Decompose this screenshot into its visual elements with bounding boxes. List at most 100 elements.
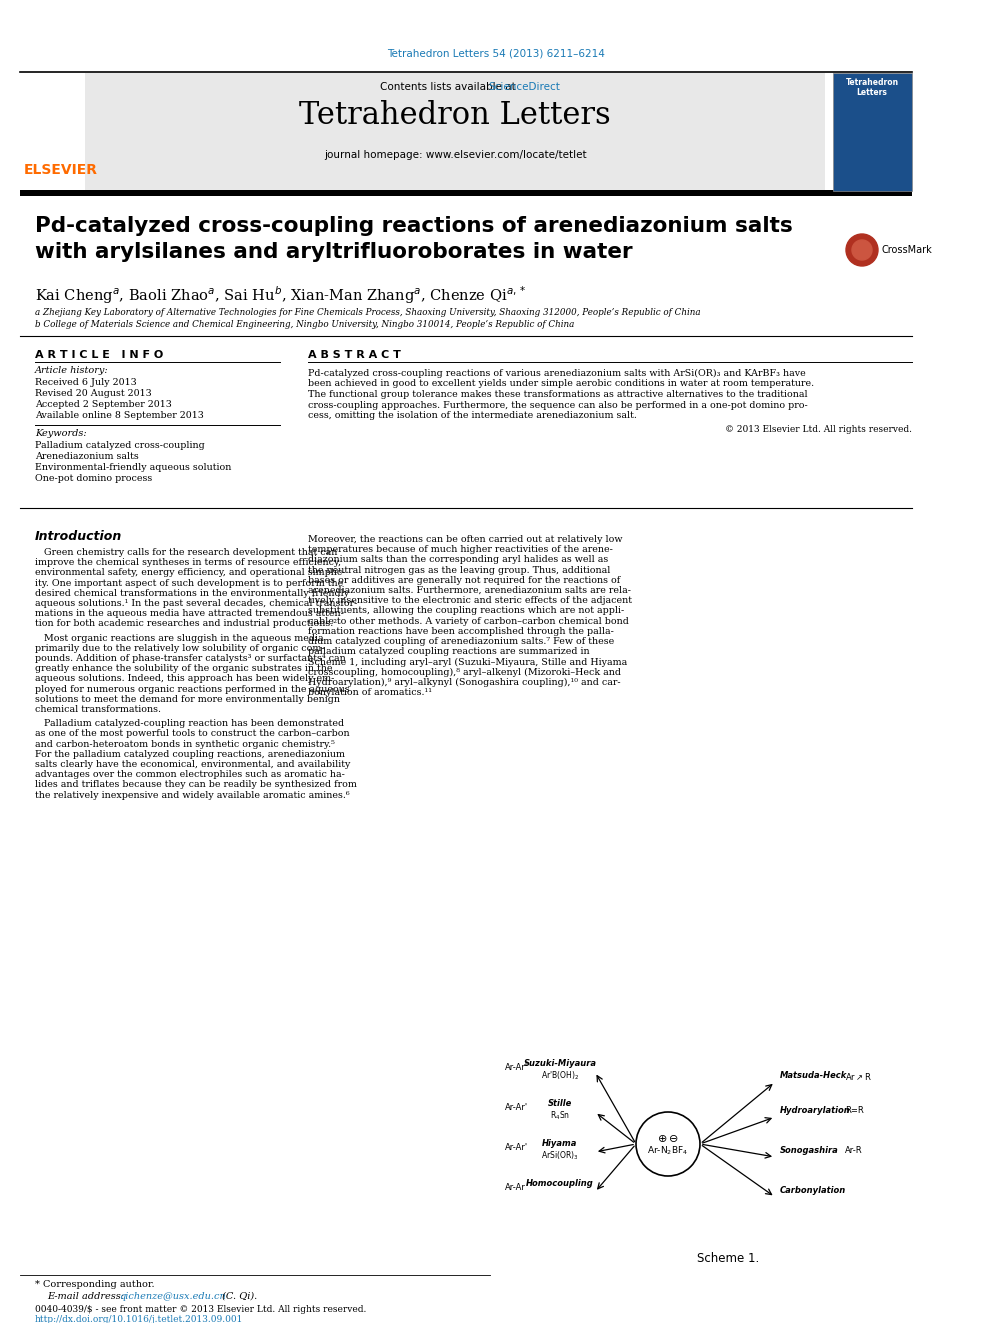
Text: diazonium salts than the corresponding aryl halides as well as: diazonium salts than the corresponding a… <box>308 556 608 565</box>
Text: (C. Qi).: (C. Qi). <box>219 1293 257 1301</box>
Text: as one of the most powerful tools to construct the carbon–carbon: as one of the most powerful tools to con… <box>35 729 349 738</box>
Text: improve the chemical syntheses in terms of resource efficiency,: improve the chemical syntheses in terms … <box>35 558 341 568</box>
Text: Ar-Ar': Ar-Ar' <box>505 1143 528 1151</box>
Circle shape <box>852 239 872 261</box>
Text: substituents, allowing the coupling reactions which are not appli-: substituents, allowing the coupling reac… <box>308 606 624 615</box>
Text: Keywords:: Keywords: <box>35 429 86 438</box>
Text: Most organic reactions are sluggish in the aqueous media: Most organic reactions are sluggish in t… <box>35 634 323 643</box>
Text: been achieved in good to excellent yields under simple aerobic conditions in wat: been achieved in good to excellent yield… <box>308 380 814 389</box>
Text: desired chemical transformations in the environmentally friendly: desired chemical transformations in the … <box>35 589 349 598</box>
Text: ity. One important aspect of such development is to perform the: ity. One important aspect of such develo… <box>35 578 343 587</box>
Text: $\oplus\ominus$: $\oplus\ominus$ <box>657 1134 679 1144</box>
Text: © 2013 Elsevier Ltd. All rights reserved.: © 2013 Elsevier Ltd. All rights reserved… <box>725 426 912 434</box>
Text: ArSi(OR)$_3$: ArSi(OR)$_3$ <box>542 1148 578 1162</box>
Text: Ar-Ar: Ar-Ar <box>505 1183 526 1192</box>
Text: A R T I C L E   I N F O: A R T I C L E I N F O <box>35 351 164 360</box>
Text: R=R: R=R <box>845 1106 864 1115</box>
Text: Ar-Ar': Ar-Ar' <box>505 1062 528 1072</box>
Text: Tetrahedron Letters 54 (2013) 6211–6214: Tetrahedron Letters 54 (2013) 6211–6214 <box>387 48 605 58</box>
Text: Matsuda-Heck: Matsuda-Heck <box>780 1072 847 1080</box>
Text: Scheme 1, including aryl–aryl (Suzuki–Miyaura, Stille and Hiyama: Scheme 1, including aryl–aryl (Suzuki–Mi… <box>308 658 627 667</box>
Text: the relatively inexpensive and widely available aromatic amines.⁶: the relatively inexpensive and widely av… <box>35 791 349 799</box>
Text: formation reactions have been accomplished through the palla-: formation reactions have been accomplish… <box>308 627 614 636</box>
Text: cable to other methods. A variety of carbon–carbon chemical bond: cable to other methods. A variety of car… <box>308 617 629 626</box>
Text: cess, omitting the isolation of the intermediate arenediazonium salt.: cess, omitting the isolation of the inte… <box>308 411 637 419</box>
Text: Pd-catalyzed cross-coupling reactions of arenediazonium salts: Pd-catalyzed cross-coupling reactions of… <box>35 216 793 235</box>
Text: a Zhejiang Key Laboratory of Alternative Technologies for Fine Chemicals Process: a Zhejiang Key Laboratory of Alternative… <box>35 308 700 318</box>
Text: and carbon-heteroatom bonds in synthetic organic chemistry.⁵: and carbon-heteroatom bonds in synthetic… <box>35 740 335 749</box>
Text: Ar$\nearrow$R: Ar$\nearrow$R <box>845 1072 872 1082</box>
Text: tively insensitive to the electronic and steric effects of the adjacent: tively insensitive to the electronic and… <box>308 597 632 605</box>
Text: greatly enhance the solubility of the organic substrates in the: greatly enhance the solubility of the or… <box>35 664 332 673</box>
Text: Ar-N$_2$BF$_4$: Ar-N$_2$BF$_4$ <box>648 1144 688 1158</box>
Text: Available online 8 September 2013: Available online 8 September 2013 <box>35 411 204 419</box>
Text: ELSEVIER: ELSEVIER <box>24 163 98 177</box>
Text: journal homepage: www.elsevier.com/locate/tetlet: journal homepage: www.elsevier.com/locat… <box>323 149 586 160</box>
Text: Hydroarylation: Hydroarylation <box>780 1106 851 1115</box>
Text: A B S T R A C T: A B S T R A C T <box>308 351 401 360</box>
Text: Moreover, the reactions can be often carried out at relatively low: Moreover, the reactions can be often car… <box>308 534 623 544</box>
Text: Ar-R: Ar-R <box>845 1146 863 1155</box>
Text: Ar'B(OH)$_2$: Ar'B(OH)$_2$ <box>541 1069 579 1081</box>
Text: Article history:: Article history: <box>35 366 109 374</box>
Text: bonylation of aromatics.¹¹: bonylation of aromatics.¹¹ <box>308 688 432 697</box>
Text: Pd-catalyzed cross-coupling reactions of various arenediazonium salts with ArSi(: Pd-catalyzed cross-coupling reactions of… <box>308 369 806 378</box>
Text: R$_4$Sn: R$_4$Sn <box>550 1109 570 1122</box>
Text: Stille: Stille <box>548 1099 572 1107</box>
Text: Hydroarylation),⁹ aryl–alkynyl (Sonogashira coupling),¹⁰ and car-: Hydroarylation),⁹ aryl–alkynyl (Sonogash… <box>308 677 621 687</box>
Text: dium catalyzed coupling of arenediazonium salts.⁷ Few of these: dium catalyzed coupling of arenediazoniu… <box>308 636 614 646</box>
Text: cross-coupling approaches. Furthermore, the sequence can also be performed in a : cross-coupling approaches. Furthermore, … <box>308 401 807 410</box>
Text: ScienceDirect: ScienceDirect <box>488 82 559 93</box>
Text: primarily due to the relatively low solubility of organic com-: primarily due to the relatively low solu… <box>35 644 324 652</box>
Text: Palladium catalyzed cross-coupling: Palladium catalyzed cross-coupling <box>35 441 204 450</box>
Circle shape <box>846 234 878 266</box>
Text: The functional group tolerance makes these transformations as attractive alterna: The functional group tolerance makes the… <box>308 390 807 400</box>
Text: Received 6 July 2013: Received 6 July 2013 <box>35 378 137 388</box>
Text: arenediazonium salts. Furthermore, arenediazonium salts are rela-: arenediazonium salts. Furthermore, arene… <box>308 586 631 595</box>
Text: aqueous solutions.¹ In the past several decades, chemical transfor-: aqueous solutions.¹ In the past several … <box>35 599 357 609</box>
Text: advantages over the common electrophiles such as aromatic ha-: advantages over the common electrophiles… <box>35 770 345 779</box>
Text: Hiyama: Hiyama <box>543 1139 577 1148</box>
Text: the neutral nitrogen gas as the leaving group. Thus, additional: the neutral nitrogen gas as the leaving … <box>308 566 610 574</box>
Text: Sonogashira: Sonogashira <box>780 1146 839 1155</box>
Text: Suzuki-Miyaura: Suzuki-Miyaura <box>524 1058 596 1068</box>
Text: Arenediazonium salts: Arenediazonium salts <box>35 452 139 460</box>
Text: CrossMark: CrossMark <box>882 245 932 255</box>
Text: aqueous solutions. Indeed, this approach has been widely em-: aqueous solutions. Indeed, this approach… <box>35 675 334 684</box>
Text: Palladium catalyzed-coupling reaction has been demonstrated: Palladium catalyzed-coupling reaction ha… <box>35 720 344 728</box>
Text: salts clearly have the economical, environmental, and availability: salts clearly have the economical, envir… <box>35 759 350 769</box>
Bar <box>85 73 825 191</box>
Text: environmental safety, energy efficiency, and operational simplic-: environmental safety, energy efficiency,… <box>35 569 345 577</box>
Text: Revised 20 August 2013: Revised 20 August 2013 <box>35 389 152 398</box>
Text: http://dx.doi.org/10.1016/j.tetlet.2013.09.001: http://dx.doi.org/10.1016/j.tetlet.2013.… <box>35 1315 243 1323</box>
Text: ployed for numerous organic reactions performed in the aqueous: ployed for numerous organic reactions pe… <box>35 684 350 693</box>
Text: Environmental-friendly aqueous solution: Environmental-friendly aqueous solution <box>35 463 231 472</box>
Text: * Corresponding author.: * Corresponding author. <box>35 1279 155 1289</box>
Text: Introduction: Introduction <box>35 531 122 542</box>
Text: pounds. Addition of phase-transfer catalysts³ or surfactants⁴ can: pounds. Addition of phase-transfer catal… <box>35 654 346 663</box>
Text: One-pot domino process: One-pot domino process <box>35 474 152 483</box>
Text: b College of Materials Science and Chemical Engineering, Ningbo University, Ning: b College of Materials Science and Chemi… <box>35 320 574 329</box>
Bar <box>833 73 912 191</box>
Text: Kai Cheng$^a$, Baoli Zhao$^a$, Sai Hu$^b$, Xian-Man Zhang$^a$, Chenze Qi$^{a,*}$: Kai Cheng$^a$, Baoli Zhao$^a$, Sai Hu$^b… <box>35 284 527 306</box>
Text: with arylsilanes and aryltrifluoroborates in water: with arylsilanes and aryltrifluoroborate… <box>35 242 633 262</box>
Text: tion for both academic researches and industrial productions.²: tion for both academic researches and in… <box>35 619 337 628</box>
Text: bases or additives are generally not required for the reactions of: bases or additives are generally not req… <box>308 576 620 585</box>
Text: chemical transformations.: chemical transformations. <box>35 705 161 714</box>
Text: Tetrahedron Letters: Tetrahedron Letters <box>300 101 611 131</box>
Text: Carbonylation: Carbonylation <box>780 1185 846 1195</box>
Text: palladium catalyzed coupling reactions are summarized in: palladium catalyzed coupling reactions a… <box>308 647 589 656</box>
Text: Tetrahedron
Letters: Tetrahedron Letters <box>845 78 899 98</box>
Text: qichenze@usx.edu.cn: qichenze@usx.edu.cn <box>119 1293 226 1301</box>
Text: Accepted 2 September 2013: Accepted 2 September 2013 <box>35 400 172 409</box>
Text: temperatures because of much higher reactivities of the arene-: temperatures because of much higher reac… <box>308 545 613 554</box>
Text: solutions to meet the demand for more environmentally benign: solutions to meet the demand for more en… <box>35 695 340 704</box>
Text: Contents lists available at: Contents lists available at <box>380 82 519 93</box>
Circle shape <box>636 1113 700 1176</box>
Text: E-mail address:: E-mail address: <box>47 1293 127 1301</box>
Text: For the palladium catalyzed coupling reactions, arenediazonium: For the palladium catalyzed coupling rea… <box>35 750 345 759</box>
Text: crosscoupling, homocoupling),⁸ aryl–alkenyl (Mizoroki–Heck and: crosscoupling, homocoupling),⁸ aryl–alke… <box>308 668 621 677</box>
Text: Ar-Ar': Ar-Ar' <box>505 1102 528 1111</box>
Text: Green chemistry calls for the research development that can: Green chemistry calls for the research d… <box>35 548 337 557</box>
Text: 0040-4039/$ - see front matter © 2013 Elsevier Ltd. All rights reserved.: 0040-4039/$ - see front matter © 2013 El… <box>35 1304 366 1314</box>
